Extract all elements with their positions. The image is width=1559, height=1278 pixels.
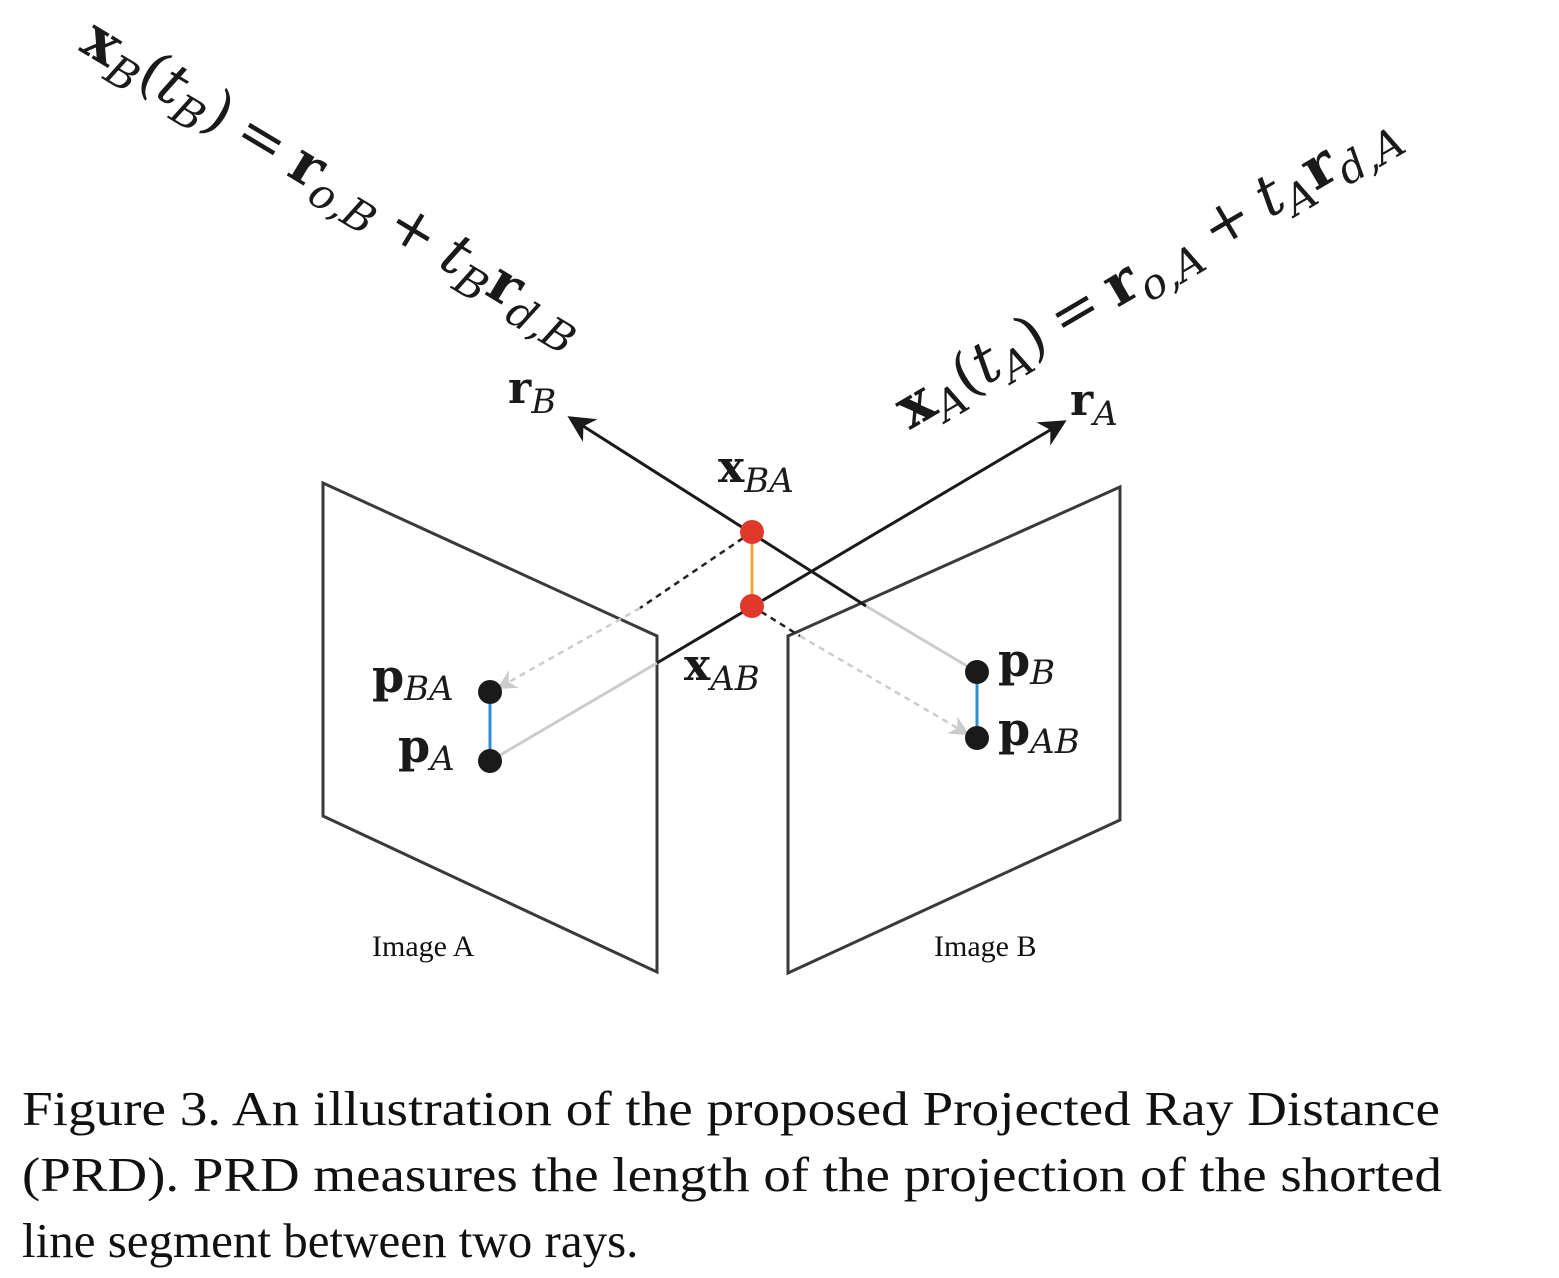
equation-ray-a: xA(tA)=ro,A+tArd,A: [883, 93, 1414, 449]
label-x-ba: xBA: [718, 442, 794, 501]
label-r-a: rA: [1070, 375, 1118, 434]
equation-ray-b: xB(tB)=ro,B+tBrd,B: [67, 4, 598, 365]
label-image-a: Image A: [372, 930, 475, 963]
label-p-a: pA: [398, 719, 455, 779]
caption-line-2: (PRD). PRD measures the length of the pr…: [22, 1147, 1442, 1202]
caption-line-1: Figure 3. An illustration of the propose…: [22, 1081, 1440, 1136]
point-p-ab: [965, 726, 989, 750]
ray-a-projected: [489, 661, 658, 763]
label-p-ab: pAB: [998, 702, 1080, 762]
point-p-b: [965, 660, 989, 684]
dashed-projection-ba-dark: [639, 530, 753, 610]
ray-b-projected: [865, 604, 978, 674]
point-p-ba: [478, 680, 502, 704]
caption-line-3: line segment between two rays.: [22, 1213, 638, 1268]
label-p-ba: pBA: [372, 649, 454, 709]
point-x-ab: [740, 594, 764, 618]
label-r-b: rB: [508, 363, 556, 422]
label-x-ab: xAB: [684, 640, 760, 699]
point-x-ba: [740, 520, 764, 544]
point-p-a: [478, 749, 502, 773]
dashed-projection-ab-dark: [751, 604, 801, 638]
dashed-projection-ba-light: [496, 606, 641, 689]
image-plane-b: [786, 484, 1122, 976]
ray-b: [567, 416, 867, 608]
ray-a: [656, 420, 1067, 665]
label-p-b: pB: [998, 633, 1055, 693]
label-image-b: Image B: [934, 930, 1036, 963]
image-plane-a: [321, 480, 659, 975]
